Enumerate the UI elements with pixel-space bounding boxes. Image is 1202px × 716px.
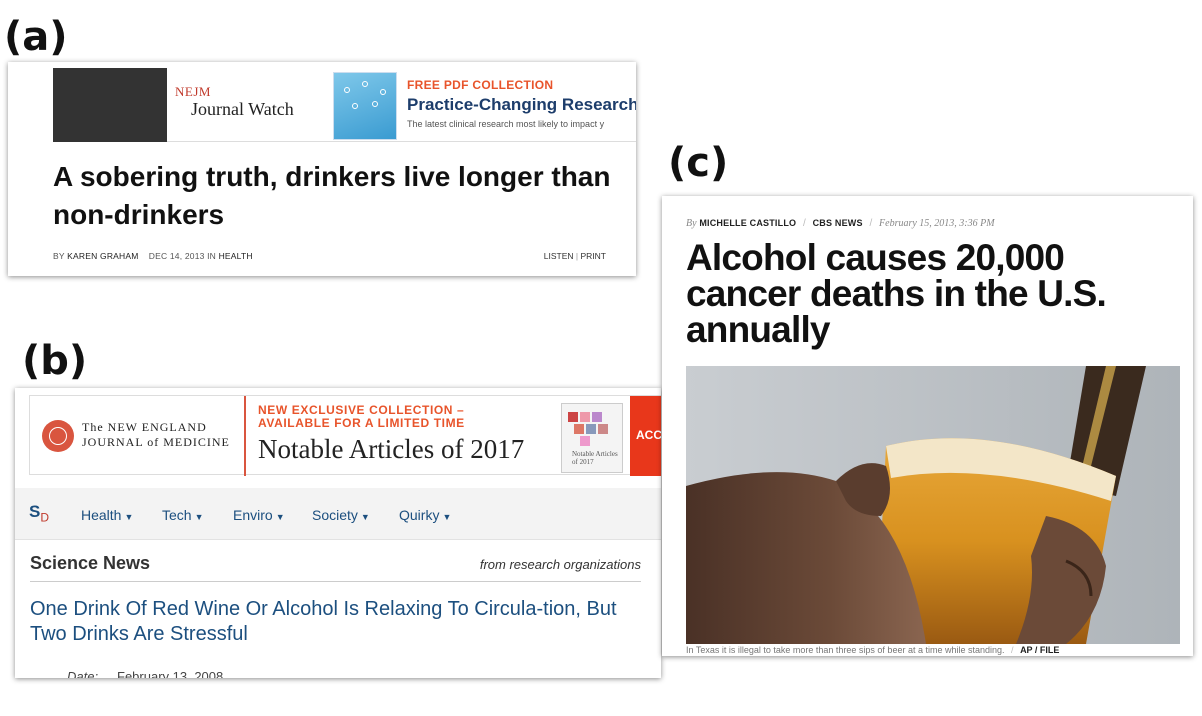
panel-label-b: (b)	[22, 338, 88, 384]
article-date: February 15, 2013, 3:36 PM	[879, 218, 995, 229]
article-headline: One Drink Of Red Wine Or Alcohol Is Rela…	[30, 598, 617, 645]
article-screenshot-b: The NEW ENGLAND JOURNAL of MEDICINE NEW …	[15, 388, 661, 678]
thumbnail-caption: Notable Articles of 2017	[572, 450, 618, 466]
author-link[interactable]: KAREN GRAHAM	[67, 251, 139, 261]
print-link[interactable]: PRINT	[580, 251, 607, 261]
dark-ad-block	[53, 68, 167, 142]
caret-down-icon: ▼	[124, 512, 134, 522]
caret-down-icon: ▼	[194, 512, 204, 522]
caret-down-icon: ▼	[275, 512, 285, 522]
promo-title[interactable]: Notable Articles of 2017	[258, 434, 525, 464]
journal-watch-name: Journal Watch	[191, 99, 294, 119]
journal-watch-logo[interactable]: NEJM Journal Watch	[175, 84, 325, 118]
nav-item-enviro[interactable]: Enviro ▼	[233, 507, 285, 523]
caret-down-icon: ▼	[360, 512, 370, 522]
nav-item-quirky[interactable]: Quirky ▼	[399, 507, 452, 523]
beer-glass-photo	[686, 366, 1180, 644]
article-headline: Alcohol causes 20,000 cancer deaths in t…	[686, 237, 1107, 350]
author-link[interactable]: MICHELLE CASTILLO	[699, 218, 797, 228]
nav-item-tech[interactable]: Tech ▼	[162, 507, 204, 523]
date-value: February 13, 2008	[117, 669, 224, 678]
article-screenshot-c: By MICHELLE CASTILLO / CBS NEWS / Februa…	[662, 196, 1193, 656]
nav-item-health[interactable]: Health ▼	[81, 507, 134, 523]
promo-subtitle: The latest clinical research most likely…	[407, 119, 605, 129]
date-label: Date:	[67, 669, 99, 678]
section-link[interactable]: HEALTH	[218, 251, 253, 261]
article-screenshot-a: NEJM Journal Watch FREE PDF COLLECTION P…	[8, 62, 636, 276]
banner-divider	[244, 396, 246, 476]
article-headline: A sobering truth, drinkers live longer t…	[53, 161, 611, 230]
article-byline: BY KAREN GRAHAM DEC 14, 2013 IN HEALTH	[53, 251, 253, 261]
listen-link[interactable]: LISTEN	[543, 251, 574, 261]
promo-text[interactable]: FREE PDF COLLECTION Practice-Changing Re…	[407, 78, 636, 129]
collection-thumbnail	[333, 72, 397, 140]
panel-label-a: (a)	[4, 14, 68, 60]
sciencedaily-logo[interactable]: SD	[29, 502, 50, 525]
caret-down-icon: ▼	[442, 512, 452, 522]
ad-banner[interactable]: The NEW ENGLAND JOURNAL of MEDICINE NEW …	[29, 395, 661, 476]
section-title: Science News	[30, 553, 151, 573]
cta-button[interactable]: ACC	[630, 396, 661, 476]
collection-thumbnail: Notable Articles of 2017	[561, 403, 623, 473]
article-date: DEC 14, 2013	[148, 251, 205, 261]
section-source-note: from research organizations	[479, 557, 641, 572]
nejm-logo-text: NEJM	[175, 84, 211, 99]
article-byline: By MICHELLE CASTILLO / CBS NEWS / Februa…	[686, 218, 995, 229]
nejm-logo[interactable]: The NEW ENGLAND JOURNAL of MEDICINE	[82, 420, 230, 449]
promo-kicker: FREE PDF COLLECTION	[407, 78, 554, 92]
panel-label-c: (c)	[668, 140, 729, 186]
ad-banner[interactable]: NEJM Journal Watch FREE PDF COLLECTION P…	[53, 68, 636, 142]
nav-item-society[interactable]: Society ▼	[312, 507, 370, 523]
promo-kicker: NEW EXCLUSIVE COLLECTION – AVAILABLE FOR…	[258, 403, 465, 430]
article-tools: LISTEN | PRINT	[543, 251, 607, 261]
site-nav-bar: SD Health ▼ Tech ▼ Enviro ▼ Society ▼ Quirky…	[15, 488, 661, 540]
section-divider	[30, 581, 641, 582]
nejm-seal-icon	[42, 420, 74, 452]
photo-caption: In Texas it is illegal to take more than…	[686, 645, 1060, 655]
photo-credit: AP / FILE	[1020, 645, 1060, 655]
outlet-link[interactable]: CBS NEWS	[812, 218, 863, 228]
promo-title: Practice-Changing Research	[407, 95, 636, 114]
